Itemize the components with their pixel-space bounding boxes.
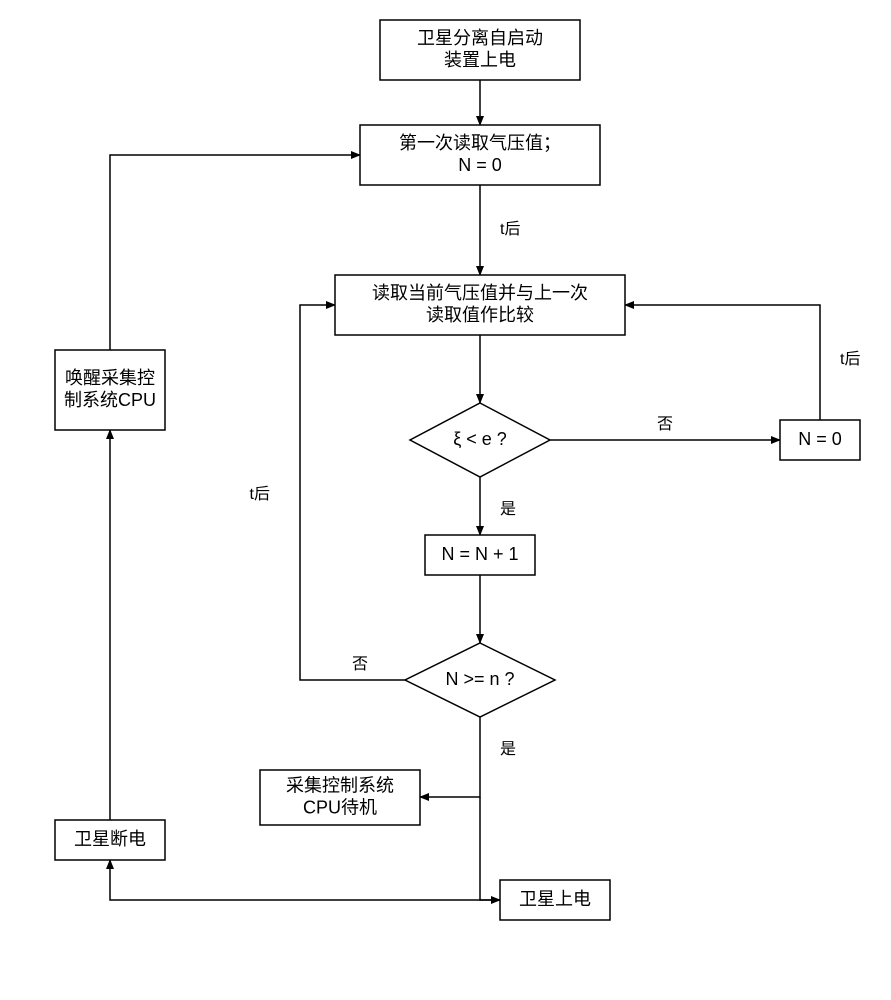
node-n3: 读取当前气压值并与上一次读取值作比较 [335,275,625,335]
node-n8: 唤醒采集控制系统CPU [55,350,165,430]
edge-12 [110,155,360,350]
node-d1-line-0: ξ < e ? [453,429,507,449]
node-n6-line-0: 卫星上电 [519,889,591,909]
node-d2-line-0: N >= n ? [445,669,514,689]
node-n1: 卫星分离自启动装置上电 [380,20,580,80]
node-n4-line-0: N = N + 1 [441,544,518,564]
node-n1-line-1: 装置上电 [444,50,516,70]
node-n8-line-0: 唤醒采集控 [65,368,155,388]
node-n3-line-0: 读取当前气压值并与上一次 [372,283,588,303]
edge-label-3: 否 [657,416,673,433]
edge-label-1: t后 [500,220,520,238]
node-n2-line-0: 第一次读取气压值； [399,133,561,153]
edge-label-7: 否 [352,656,368,673]
edge-label-8: 是 [500,741,516,758]
node-n5-line-0: 采集控制系统 [286,775,394,795]
node-n2: 第一次读取气压值；N = 0 [360,125,600,185]
edge-4 [625,305,820,420]
node-n1-line-0: 卫星分离自启动 [417,28,543,48]
node-n7-line-0: 卫星断电 [74,829,146,849]
node-n8-line-1: 制系统CPU [64,390,156,410]
node-n9-line-0: N = 0 [798,429,842,449]
node-n9: N = 0 [780,420,860,460]
edge-7 [300,305,405,680]
edge-label-5: 是 [500,501,516,518]
node-n5-line-1: CPU待机 [303,797,377,817]
node-n5: 采集控制系统CPU待机 [260,770,420,825]
node-n4: N = N + 1 [425,535,535,575]
edge-8 [420,717,480,797]
node-n2-line-1: N = 0 [458,155,502,175]
node-n3-line-1: 读取值作比较 [426,305,534,325]
edge-10 [110,860,500,900]
edge-9 [480,797,500,900]
edge-label2-7: t后 [250,485,270,503]
edge-label-4: t后 [840,350,860,368]
flowchart: t后否t后是否t后是 卫星分离自启动装置上电第一次读取气压值；N = 0读取当前… [0,0,891,1000]
node-n7: 卫星断电 [55,820,165,860]
node-n6: 卫星上电 [500,880,610,920]
node-d2: N >= n ? [405,643,555,717]
node-d1: ξ < e ? [410,403,550,477]
